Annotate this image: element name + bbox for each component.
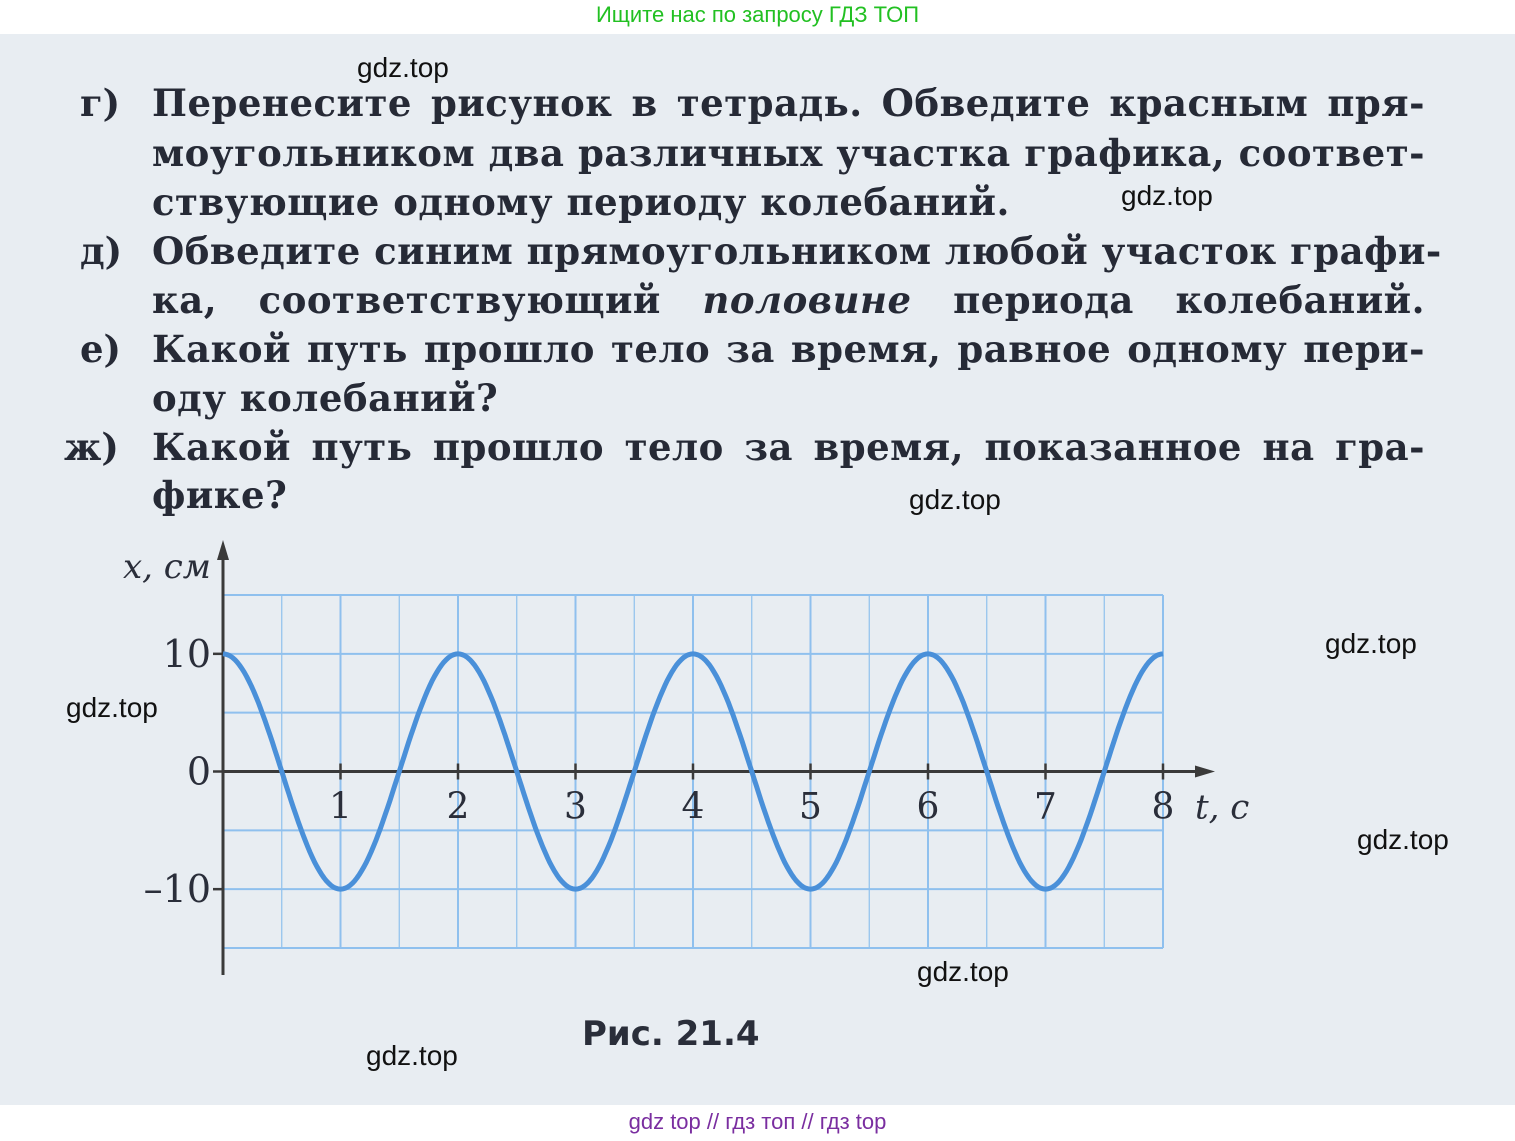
displacement-curve [222, 651, 1164, 892]
text-part: ка, соответствующий [152, 278, 703, 322]
x-tick-label: 3 [564, 787, 587, 828]
figure-caption: Рис. 21.4 [582, 1014, 760, 1054]
x-tick-label: 1 [329, 787, 352, 828]
x-tick-label: 5 [799, 787, 822, 828]
watermark: gdz.top [357, 52, 449, 83]
bottom-banner: gdz top // гдз топ // гдз top [628, 1109, 887, 1134]
watermark: gdz.top [909, 484, 1001, 515]
watermark: gdz.top [1325, 628, 1417, 659]
task-text: оду колебаний? [152, 376, 499, 420]
task-label: ж) [64, 425, 119, 469]
text-part: периода колебаний. [911, 278, 1425, 322]
watermark: gdz.top [366, 1040, 458, 1071]
task-text: Какой путь прошло тело за время, показан… [152, 425, 1425, 469]
y-tick-label: 10 [163, 632, 211, 676]
top-banner: Ищите нас по запросу ГДЗ ТОП [595, 2, 920, 27]
task-label: г) [80, 81, 121, 125]
y-tick-label: –10 [144, 867, 211, 911]
task-label: е) [80, 327, 122, 371]
task-text: Обведите синим прямоугольником любой уча… [152, 229, 1442, 273]
textbook-page [0, 34, 1515, 1105]
task-label: д) [80, 229, 123, 273]
watermark: gdz.top [1357, 824, 1449, 855]
x-axis-arrow [1195, 765, 1215, 778]
x-tick-label: 6 [917, 787, 940, 828]
task-text: ствующие одному периоду колебаний. [152, 180, 1010, 224]
x-tick-label: 2 [447, 787, 470, 828]
task-text: ка, соответствующий половине периода кол… [152, 278, 1425, 322]
watermark: gdz.top [1121, 180, 1213, 211]
task-text: Перенесите рисунок в тетрадь. Обведите к… [152, 81, 1425, 125]
task-text: Какой путь прошло тело за время, равное … [152, 327, 1425, 371]
emphasis: половине [702, 278, 912, 322]
x-tick-label: 4 [682, 787, 705, 828]
x-tick-label: 8 [1152, 787, 1175, 828]
x-axis-label: t, с [1195, 788, 1249, 828]
y-axis-label: x, см [123, 547, 211, 587]
task-text: фике? [152, 473, 288, 517]
task-text: моугольником два различных участка графи… [152, 131, 1425, 175]
watermark: gdz.top [66, 692, 158, 723]
watermark: gdz.top [917, 956, 1009, 987]
y-tick-label: 0 [187, 750, 211, 794]
x-tick-label: 7 [1034, 787, 1057, 828]
y-axis-arrow [217, 540, 229, 560]
